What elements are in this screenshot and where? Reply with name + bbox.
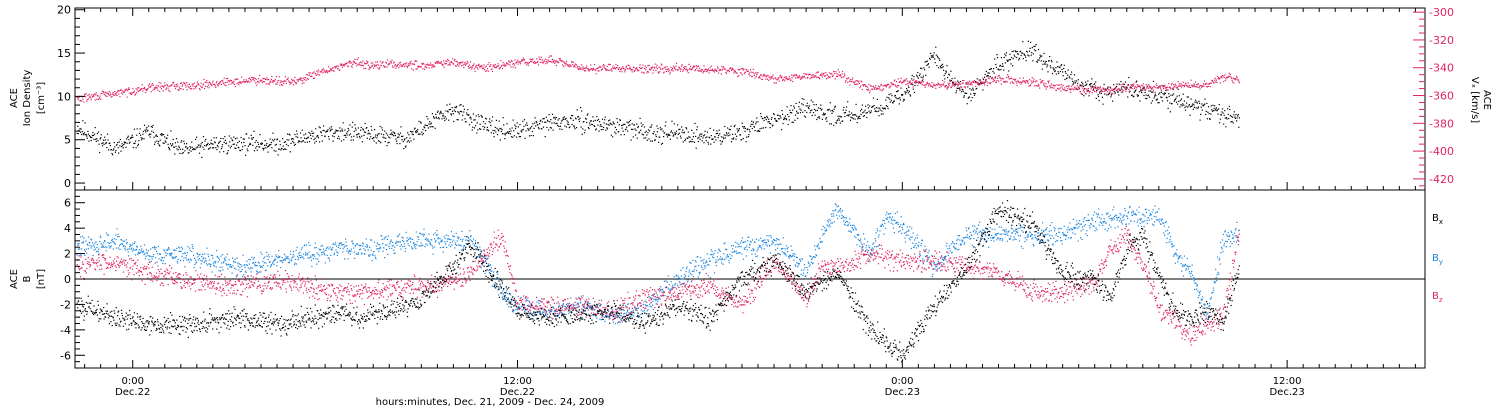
top-left-axis-title-line3: [cm⁻³] xyxy=(36,82,47,114)
top-left-tick-label: 5 xyxy=(64,134,71,147)
x-tick-time-label: 12:00 xyxy=(503,376,532,387)
series-bx xyxy=(76,200,1240,363)
top-right-tick-label: -380 xyxy=(1429,117,1454,130)
legend-bz: Bz xyxy=(1432,291,1443,304)
top-right-tick-label: -420 xyxy=(1429,173,1454,186)
bottom-left-tick-label: 2 xyxy=(64,248,71,261)
series-pink-1 xyxy=(76,55,1240,103)
top-plot-area xyxy=(76,40,1240,158)
top-left-tick-label: 0 xyxy=(64,177,71,190)
top-left-axis: 0 5 10 15 20 xyxy=(57,4,1416,190)
x-tick-date-label: Dec.22 xyxy=(500,387,535,398)
top-left-axis-title-line1: ACE xyxy=(9,88,20,108)
x-axis: 0:00Dec.2212:00Dec.220:00Dec.2312:00Dec.… xyxy=(84,360,1416,398)
top-right-tick-label: -340 xyxy=(1429,62,1454,75)
series-bz xyxy=(76,225,1240,346)
top-right-tick-label: -360 xyxy=(1429,90,1454,103)
x-axis-label: hours:minutes, Dec. 21, 2009 - Dec. 24, … xyxy=(376,397,605,408)
bottom-left-axis-title-line2: B xyxy=(22,275,33,282)
legend-bx: Bx xyxy=(1432,213,1443,226)
top-panel: 0 5 10 15 20 -300 -320 -340 -360 -380 -400 -420 AC… xyxy=(9,4,1492,191)
top-panel-frame xyxy=(74,7,1426,191)
legend: Bx By Bz xyxy=(1432,213,1443,304)
legend-subscript: z xyxy=(1439,296,1443,304)
bottom-left-tick-label: 6 xyxy=(64,197,71,210)
bottom-left-axis-title-line1: ACE xyxy=(9,269,20,289)
top-right-tick-label: -300 xyxy=(1429,6,1454,19)
legend-by: By xyxy=(1432,253,1443,266)
bottom-left-tick-label: 4 xyxy=(64,222,71,235)
bottom-left-tick-label: -4 xyxy=(60,324,71,337)
top-left-tick-label: 20 xyxy=(57,4,71,17)
top-right-tick-label: -320 xyxy=(1429,34,1454,47)
legend-subscript: y xyxy=(1439,258,1443,266)
bottom-left-tick-label: -6 xyxy=(60,349,71,362)
x-tick-time-label: 12:00 xyxy=(1273,376,1302,387)
bottom-left-tick-label: 0 xyxy=(64,273,71,286)
x-tick-date-label: Dec.22 xyxy=(115,387,150,398)
top-right-tick-label: -400 xyxy=(1429,145,1454,158)
bottom-left-axis: 6 4 2 0 -2 -4 -6 xyxy=(60,195,85,362)
top-right-axis: -300 -320 -340 -360 -380 -400 -420 xyxy=(1413,6,1454,187)
x-tick-time-label: 0:00 xyxy=(121,376,143,387)
x-tick-date-label: Dec.23 xyxy=(885,387,920,398)
bottom-left-axis-title-line3: [nT] xyxy=(36,269,47,289)
legend-subscript: x xyxy=(1439,218,1443,226)
x-tick-date-label: Dec.23 xyxy=(1269,387,1304,398)
bottom-plot-area xyxy=(75,200,1425,363)
series-black-0 xyxy=(76,40,1240,158)
top-left-tick-label: 15 xyxy=(57,47,71,60)
top-left-tick-label: 10 xyxy=(57,90,71,103)
x-tick-time-label: 0:00 xyxy=(891,376,913,387)
top-left-axis-title-line2: Ion Density xyxy=(22,70,33,127)
bottom-left-tick-label: -2 xyxy=(60,298,71,311)
top-right-axis-title-line1: ACE xyxy=(1481,90,1492,110)
top-right-axis-title-line2: Vₓ [km/s] xyxy=(1469,77,1480,123)
